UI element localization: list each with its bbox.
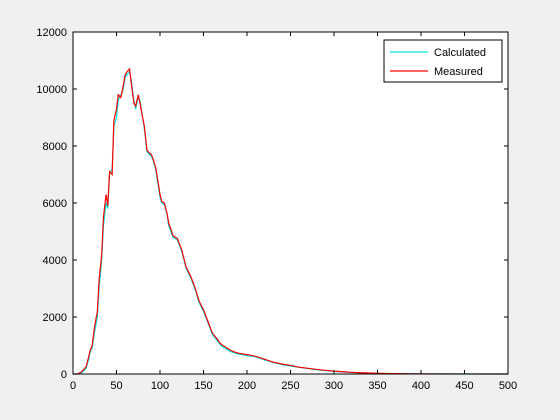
y-tick-label: 6000 — [43, 198, 67, 210]
axes-background — [73, 32, 508, 374]
y-tick-label: 8000 — [43, 141, 67, 153]
x-tick-label: 100 — [151, 380, 169, 392]
series-line-measured — [73, 67, 509, 375]
x-tick-label: 0 — [70, 380, 76, 392]
x-tick-label: 300 — [325, 380, 343, 392]
plot-area: 0 50 100 150 200 250 300 350 400 450 500 0 2000 4000 6… — [36, 27, 517, 392]
y-tick-label: 2000 — [43, 312, 67, 324]
x-tick-label: 50 — [110, 380, 122, 392]
y-tick-label: 10000 — [36, 84, 67, 96]
x-tick-label: 250 — [281, 380, 299, 392]
x-tick-label: 400 — [412, 380, 430, 392]
legend-label-calculated: Calculated — [434, 47, 486, 59]
y-tick-label: 0 — [61, 369, 67, 381]
legend-label-measured: Measured — [434, 66, 483, 78]
x-tick-label: 350 — [368, 380, 386, 392]
x-tick-label: 500 — [499, 380, 517, 392]
y-tick-label: 12000 — [36, 27, 67, 39]
y-tick-label: 4000 — [43, 255, 67, 267]
x-tick-label: 200 — [238, 380, 256, 392]
x-tick-label: 450 — [455, 380, 473, 392]
legend-box — [383, 39, 503, 83]
x-tick-label: 150 — [194, 380, 212, 392]
